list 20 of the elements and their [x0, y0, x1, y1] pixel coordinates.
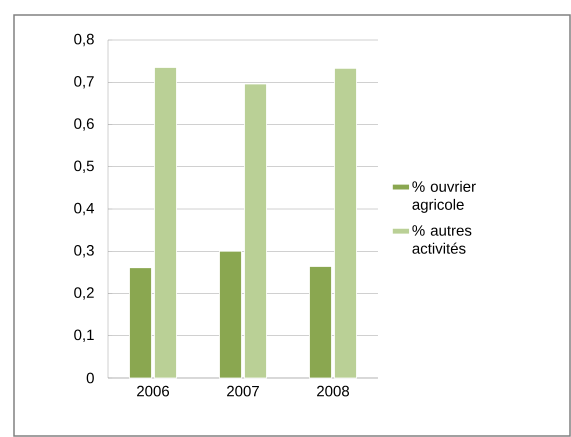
- y-tick-label: 0: [86, 372, 94, 384]
- x-tick-label: 2007: [227, 386, 259, 396]
- legend-label: % autres activités: [412, 225, 472, 254]
- y-tick-label: 0,1: [74, 330, 94, 342]
- bar: [129, 267, 152, 378]
- legend-label: % ouvrier agricole: [412, 180, 476, 213]
- y-tick-label: 0,8: [74, 34, 94, 46]
- y-tick-label: 0,5: [74, 160, 94, 173]
- y-tick-label: 0,4: [74, 202, 94, 216]
- y-tick-label: 0,7: [74, 76, 94, 88]
- bar: [244, 84, 267, 378]
- y-tick-label: 0,2: [74, 287, 94, 300]
- y-tick-label: 0,6: [74, 118, 94, 131]
- x-tick-label: 2008: [317, 386, 350, 396]
- x-tick-label: 2006: [137, 386, 170, 396]
- bar: [309, 266, 332, 378]
- bar: [154, 67, 177, 378]
- y-tick-label: 0,3: [74, 245, 94, 258]
- bar: [219, 250, 242, 378]
- bar: [334, 68, 357, 378]
